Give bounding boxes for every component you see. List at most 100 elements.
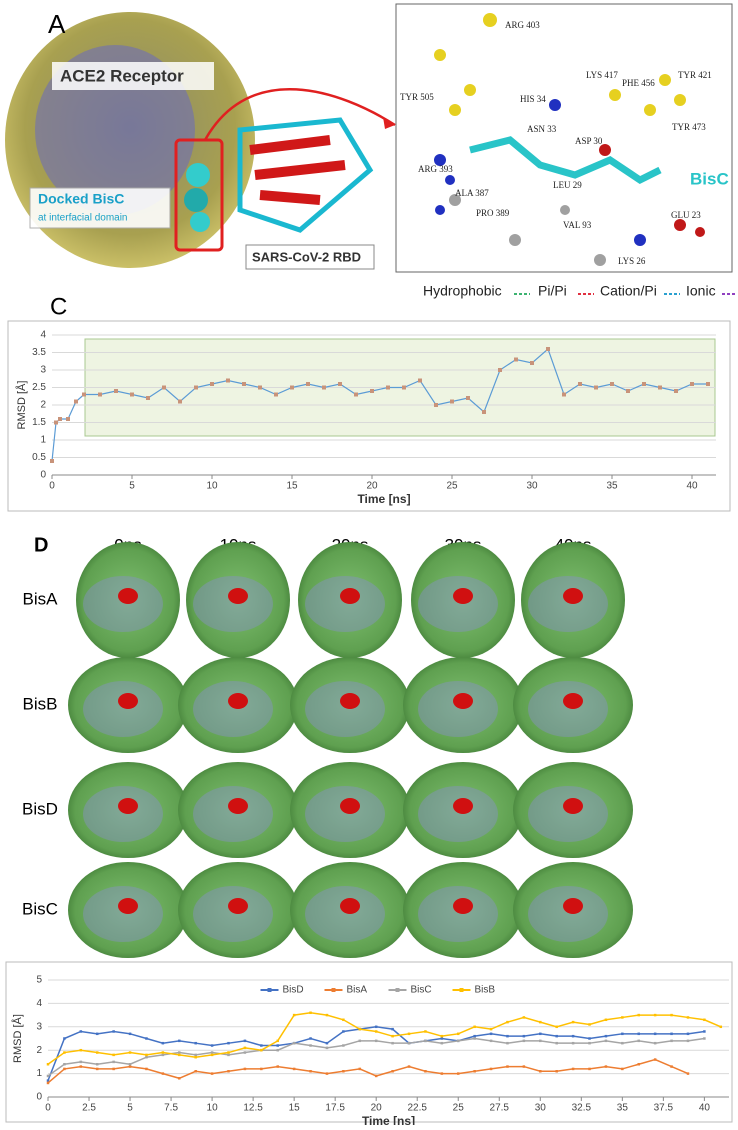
y-tick-label: 3 bbox=[36, 1021, 42, 1032]
point-marker bbox=[546, 347, 550, 351]
point-marker bbox=[703, 1030, 706, 1033]
ligand-blob bbox=[563, 588, 583, 604]
point-marker bbox=[424, 1039, 427, 1043]
ligand-blob bbox=[118, 588, 138, 604]
point-marker bbox=[74, 399, 78, 404]
point-marker bbox=[194, 385, 198, 390]
point-marker bbox=[703, 1037, 706, 1040]
y-tick-label: 3.5 bbox=[32, 347, 46, 358]
point-marker bbox=[653, 1058, 657, 1061]
point-marker bbox=[658, 385, 662, 390]
point-marker bbox=[466, 396, 470, 400]
ligand-blob bbox=[340, 798, 360, 814]
y-tick-label: 1.5 bbox=[32, 417, 46, 428]
x-tick-label: 20 bbox=[371, 1103, 383, 1114]
point-marker bbox=[325, 1041, 329, 1045]
panel-a: A ACE2 Receptor Docked BisC at interfaci… bbox=[5, 9, 396, 270]
point-marker bbox=[440, 1037, 444, 1040]
point-marker bbox=[686, 1032, 690, 1036]
panel-label: C bbox=[50, 293, 67, 320]
docked-note: at interfacial domain bbox=[38, 213, 128, 224]
point-marker bbox=[243, 1067, 247, 1071]
residue-label: PHE 456 bbox=[622, 78, 655, 88]
point-marker bbox=[686, 1039, 690, 1043]
y-tick-label: 1 bbox=[40, 435, 46, 446]
ligand bbox=[184, 188, 208, 212]
point-marker bbox=[161, 1051, 165, 1054]
ligand-blob bbox=[563, 693, 583, 709]
point-marker bbox=[424, 1030, 427, 1033]
point-marker bbox=[292, 1067, 296, 1071]
point-marker bbox=[391, 1027, 394, 1031]
point-marker bbox=[424, 1070, 427, 1073]
point-marker bbox=[325, 1013, 329, 1017]
point-marker bbox=[274, 392, 278, 397]
point-marker bbox=[473, 1034, 476, 1038]
legend-marker bbox=[459, 988, 464, 992]
point-marker bbox=[522, 1065, 526, 1068]
point-marker bbox=[63, 1037, 66, 1040]
point-marker bbox=[322, 385, 326, 390]
ligand-blob bbox=[118, 898, 138, 914]
x-tick-label: 10 bbox=[206, 481, 218, 492]
docked-box bbox=[174, 138, 224, 252]
x-tick-label: 25 bbox=[446, 481, 458, 492]
protein-helices bbox=[528, 886, 608, 942]
point-marker bbox=[539, 1020, 542, 1024]
point-marker bbox=[227, 1051, 230, 1054]
point-marker bbox=[686, 1016, 690, 1019]
residue-label: LYS 417 bbox=[586, 70, 618, 80]
ligand-blob bbox=[118, 798, 138, 814]
point-marker bbox=[276, 1048, 279, 1052]
protein-helices bbox=[528, 576, 608, 632]
ligand-blob bbox=[340, 588, 360, 604]
label-box bbox=[29, 187, 171, 229]
ligand-label: BisC bbox=[690, 169, 729, 188]
ligand-blob bbox=[118, 693, 138, 709]
protein-helices bbox=[193, 886, 273, 942]
residue-label: LEU 29 bbox=[553, 180, 582, 190]
y-tick-label: 2 bbox=[36, 1045, 42, 1056]
point-marker bbox=[95, 1032, 99, 1036]
point-marker bbox=[276, 1065, 279, 1068]
point-marker bbox=[571, 1034, 575, 1038]
protein-helices bbox=[418, 886, 498, 942]
x-tick-label: 25 bbox=[453, 1103, 465, 1114]
point-marker bbox=[178, 1077, 181, 1080]
legend-marker bbox=[267, 988, 272, 992]
point-marker bbox=[506, 1041, 509, 1045]
point-marker bbox=[578, 382, 582, 386]
point-marker bbox=[309, 1037, 312, 1040]
point-marker bbox=[309, 1044, 312, 1047]
panel-frame bbox=[395, 3, 733, 273]
ligand-blob bbox=[453, 588, 473, 604]
point-marker bbox=[58, 417, 62, 421]
row-label: BisC bbox=[22, 899, 58, 918]
point-marker bbox=[407, 1065, 411, 1068]
point-marker bbox=[642, 382, 646, 386]
point-marker bbox=[79, 1030, 83, 1033]
legend-label: Ionic bbox=[686, 283, 716, 299]
x-tick-label: 10 bbox=[207, 1103, 219, 1114]
label-box bbox=[52, 62, 214, 90]
protein-helices bbox=[193, 576, 273, 632]
point-marker bbox=[604, 1034, 608, 1038]
point-marker bbox=[686, 1072, 690, 1075]
point-marker bbox=[342, 1018, 345, 1022]
point-marker bbox=[571, 1020, 575, 1024]
point-marker bbox=[621, 1067, 624, 1071]
x-tick-label: 30 bbox=[526, 481, 538, 492]
protein-helices bbox=[418, 786, 498, 842]
panel-b: BisC Hydrophobic Pi/Pi Cation/Pi Ionic A… bbox=[395, 3, 736, 299]
row-label: BisB bbox=[23, 694, 58, 713]
point-marker bbox=[210, 382, 214, 386]
point-marker bbox=[703, 1018, 706, 1022]
point-marker bbox=[374, 1025, 378, 1029]
point-marker bbox=[555, 1034, 558, 1038]
y-tick-label: 3 bbox=[40, 365, 46, 376]
point-marker bbox=[128, 1051, 132, 1054]
point-marker bbox=[145, 1067, 148, 1071]
point-marker bbox=[621, 1016, 624, 1019]
protein-helices bbox=[83, 681, 163, 737]
